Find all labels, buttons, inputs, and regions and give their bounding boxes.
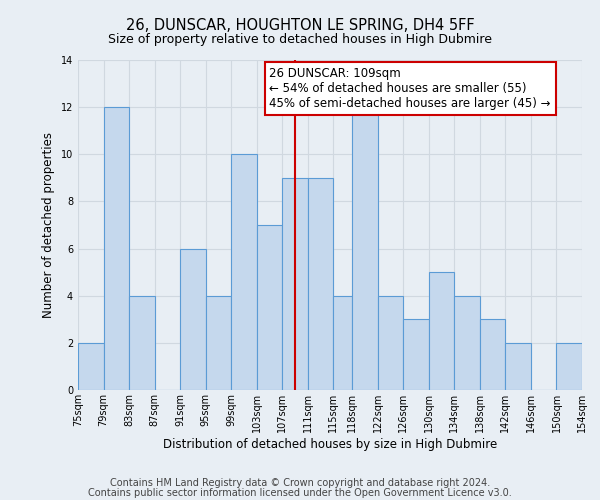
Bar [129,296,155,390]
Text: Contains public sector information licensed under the Open Government Licence v3: Contains public sector information licen… [88,488,512,498]
Bar [378,296,403,390]
Text: 26, DUNSCAR, HOUGHTON LE SPRING, DH4 5FF: 26, DUNSCAR, HOUGHTON LE SPRING, DH4 5FF [125,18,475,32]
Bar [206,296,231,390]
Bar [308,178,333,390]
Bar [403,320,429,390]
Bar [352,107,378,390]
Bar [78,343,104,390]
X-axis label: Distribution of detached houses by size in High Dubmire: Distribution of detached houses by size … [163,438,497,450]
Bar [257,225,282,390]
Bar [429,272,454,390]
Bar [231,154,257,390]
Bar [480,320,505,390]
Bar [556,343,582,390]
Text: Size of property relative to detached houses in High Dubmire: Size of property relative to detached ho… [108,32,492,46]
Bar [104,107,129,390]
Text: 26 DUNSCAR: 109sqm
← 54% of detached houses are smaller (55)
45% of semi-detache: 26 DUNSCAR: 109sqm ← 54% of detached hou… [269,67,551,110]
Y-axis label: Number of detached properties: Number of detached properties [42,132,55,318]
Bar [180,248,206,390]
Bar [454,296,480,390]
Bar [333,296,352,390]
Text: Contains HM Land Registry data © Crown copyright and database right 2024.: Contains HM Land Registry data © Crown c… [110,478,490,488]
Bar [282,178,308,390]
Bar [505,343,531,390]
